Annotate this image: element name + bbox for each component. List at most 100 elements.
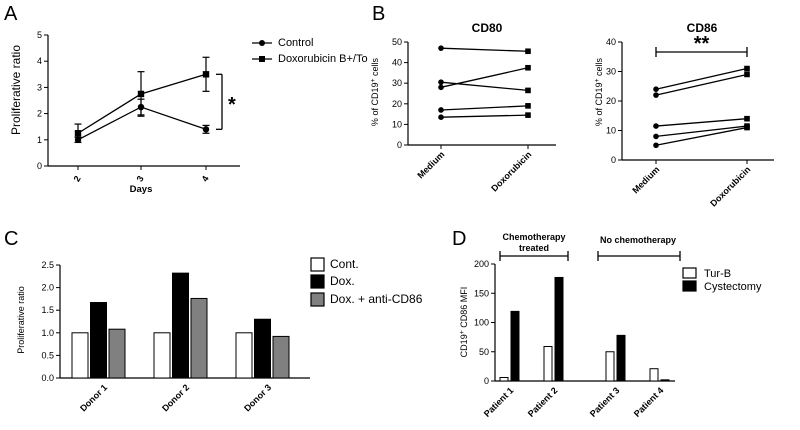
data-point-doxorubicin — [525, 103, 531, 109]
bar-cystectomy — [616, 334, 626, 382]
group-label-chemo-line2: treated — [519, 243, 549, 253]
data-point-doxorubicin — [744, 65, 750, 72]
series-line-1 — [77, 73, 207, 134]
legend-swatch-black — [310, 274, 325, 289]
legend-swatch-black — [682, 280, 697, 292]
data-point-medium — [653, 123, 659, 129]
panel-c-ylabel: Proliferative ratio — [16, 286, 26, 354]
panel-a-x-tick-label: 3 — [135, 174, 146, 183]
panel-d-y-tick-label: 0 — [484, 376, 489, 386]
chart-panel-a: Proliferative ratio Days Control Doxorub… — [9, 30, 368, 195]
panel-a-y-tick-label: 4 — [37, 56, 42, 66]
series-line-0 — [77, 106, 207, 141]
bar-tur-b — [649, 368, 659, 382]
group-label-chemo-line1: Chemotherapy — [502, 232, 565, 242]
group-label-no-chemo: No chemotherapy — [600, 235, 676, 245]
legend-marker-control — [259, 40, 265, 46]
paired-line — [655, 73, 748, 96]
panel-b-cd80-ylabel: % of CD19+ cells — [370, 57, 381, 126]
legend-label-dox-anti-cd86: Dox. + anti-CD86 — [330, 292, 423, 306]
panel-b1-y-tick-label: 0 — [397, 140, 402, 150]
panel-a-y-tick-label: 0 — [37, 161, 42, 171]
panel-b1-y-tick-label: 40 — [392, 58, 402, 68]
data-point-medium — [653, 92, 659, 98]
panel-a-xlabel: Days — [130, 184, 153, 195]
panel-b2-y-tick-label: 40 — [606, 37, 616, 47]
bar-cystectomy — [510, 310, 520, 382]
panel-d-y-tick-label: 50 — [479, 347, 489, 357]
bar-dox-anti-cd86 — [190, 297, 208, 379]
data-point-medium — [438, 114, 444, 120]
legend-label-tur-b: Tur-B — [704, 268, 731, 280]
panel-a-x-tick-label: 2 — [72, 174, 83, 183]
panel-c-y-tick-label: 1.5 — [41, 305, 54, 315]
bar-dox- — [90, 302, 107, 379]
panel-b1-y-tick-label: 30 — [392, 78, 402, 88]
panel-a-ylabel: Proliferative ratio — [9, 45, 23, 135]
data-point-medium — [438, 45, 444, 51]
panel-b2-y-tick-label: 10 — [606, 126, 616, 136]
panel-a-y-tick-label: 5 — [37, 30, 42, 40]
chart-panel-c: Proliferative ratio Cont. Dox. Dox. + an… — [16, 257, 423, 413]
significance-star: * — [228, 94, 236, 116]
legend-label-dox: Dox. — [330, 274, 355, 288]
bar-cystectomy — [660, 379, 670, 382]
x-tick-label: Patient 2 — [526, 385, 560, 419]
data-point-doxorubicin — [525, 112, 531, 118]
chart-panel-b-cd80: CD80 % of CD19+ cells 0 10 20 30 40 50 Medium D… — [370, 21, 556, 194]
data-point-medium — [653, 86, 659, 92]
panel-c-y-tick-label: 2.0 — [41, 283, 54, 293]
panel-letter-a: A — [4, 3, 18, 25]
legend-label-doxorubicin: Doxorubicin B+/To — [278, 53, 368, 65]
data-point-medium — [438, 107, 444, 113]
data-point-doxorubicin — [525, 87, 531, 94]
paired-line — [655, 126, 748, 146]
panel-b1-y-tick-label: 50 — [392, 37, 402, 47]
panel-c-y-tick-label: 0.0 — [41, 373, 54, 383]
x-tick-label: Donor 2 — [160, 382, 191, 413]
legend-label-cont: Cont. — [330, 257, 359, 271]
bar-tur-b — [543, 345, 553, 382]
legend-swatch-gray — [310, 292, 325, 307]
x-tick-label: Patient 3 — [588, 385, 622, 419]
panel-a-y-tick-label: 3 — [37, 82, 42, 92]
panel-b-cd86-title: CD86 — [687, 21, 718, 35]
paired-line — [440, 105, 529, 111]
bar-cont- — [71, 332, 89, 379]
paired-line — [655, 67, 748, 90]
panel-b2-y-tick-label: 30 — [606, 67, 616, 77]
data-point-medium — [653, 142, 659, 149]
data-point-doxorubicin — [744, 115, 750, 122]
bar-dox-anti-cd86 — [108, 328, 126, 379]
bar-cont- — [153, 332, 171, 379]
data-point-circle — [202, 126, 210, 133]
panel-d-y-tick-label: 150 — [474, 288, 489, 298]
data-point-square — [74, 130, 82, 137]
data-point-medium — [438, 84, 444, 91]
data-point-medium — [653, 133, 659, 140]
data-point-square — [202, 71, 210, 78]
paired-line — [440, 67, 529, 88]
data-point-square — [137, 90, 145, 98]
panel-a-y-tick-label: 1 — [37, 135, 42, 145]
data-point-doxorubicin — [525, 48, 531, 55]
x-tick-label: Donor 1 — [78, 382, 109, 413]
x-tick-label: Patient 4 — [632, 385, 666, 419]
x-tick-label: Donor 3 — [242, 382, 273, 413]
x-tick-label: Medium — [415, 149, 446, 180]
bar-tur-b — [605, 351, 615, 382]
x-tick-label: Medium — [630, 164, 661, 195]
data-point-doxorubicin — [525, 64, 531, 71]
bar-tur-b — [499, 376, 509, 382]
panel-a-y-tick-label: 2 — [37, 109, 42, 119]
x-tick-label: Doxorubicin — [708, 164, 752, 208]
paired-line — [655, 118, 748, 127]
panel-c-y-tick-label: 0.5 — [41, 350, 54, 360]
paired-line — [440, 81, 529, 92]
significance-stars: ** — [694, 33, 710, 55]
panel-b2-y-tick-label: 20 — [606, 96, 616, 106]
panel-d-y-tick-label: 200 — [474, 259, 489, 269]
panel-b1-y-tick-label: 10 — [392, 119, 402, 129]
data-point-doxorubicin — [744, 71, 750, 78]
